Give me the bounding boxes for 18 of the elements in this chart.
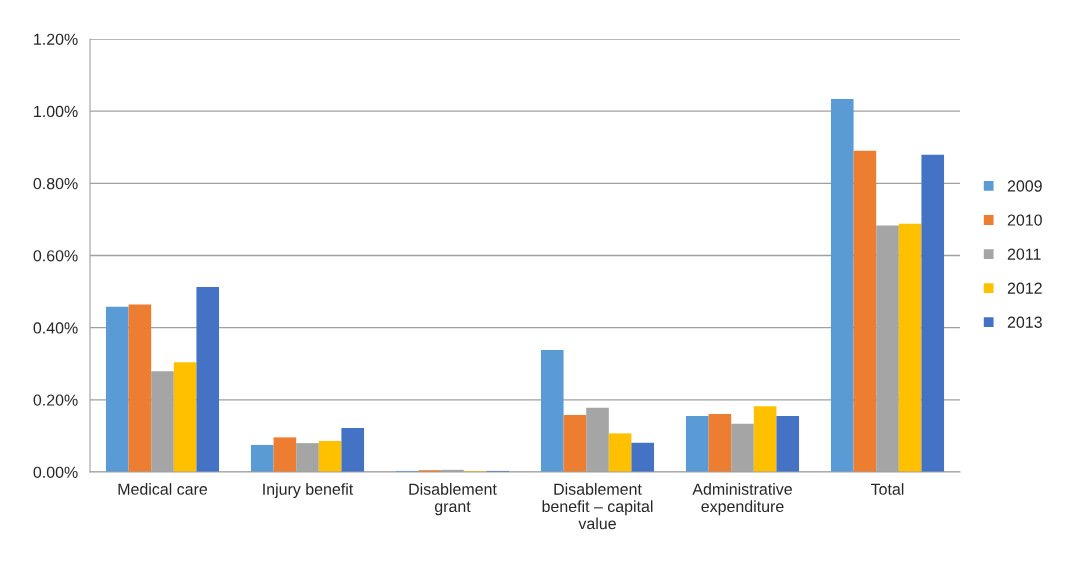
y-tick-label: 0.00% — [33, 466, 78, 478]
y-tick-label: 0.80% — [33, 177, 78, 190]
legend-label: 2012 — [1007, 282, 1042, 294]
y-tick-label: 1.00% — [34, 105, 78, 118]
legend-label: 2011 — [1007, 248, 1041, 260]
x-tick-label: Disablement grant — [409, 483, 497, 516]
y-tick-label: 0.60% — [33, 250, 78, 262]
y-tick-label: 1.20% — [34, 33, 78, 45]
legend-label: 2013 — [1007, 316, 1042, 328]
legend-label: 2010 — [1007, 214, 1042, 226]
x-tick-label: Disablement benefit – capital value — [542, 483, 653, 530]
x-tick-label: Injury benefit — [263, 483, 354, 498]
x-tick-label: Total — [870, 483, 904, 495]
y-tick-label: 0.40% — [33, 322, 78, 334]
y-tick-label: 0.20% — [33, 394, 78, 406]
legend-label: 2009 — [1007, 180, 1042, 192]
x-tick-label: Medical care — [118, 483, 208, 495]
x-tick-label: Administrative expenditure — [692, 483, 792, 516]
